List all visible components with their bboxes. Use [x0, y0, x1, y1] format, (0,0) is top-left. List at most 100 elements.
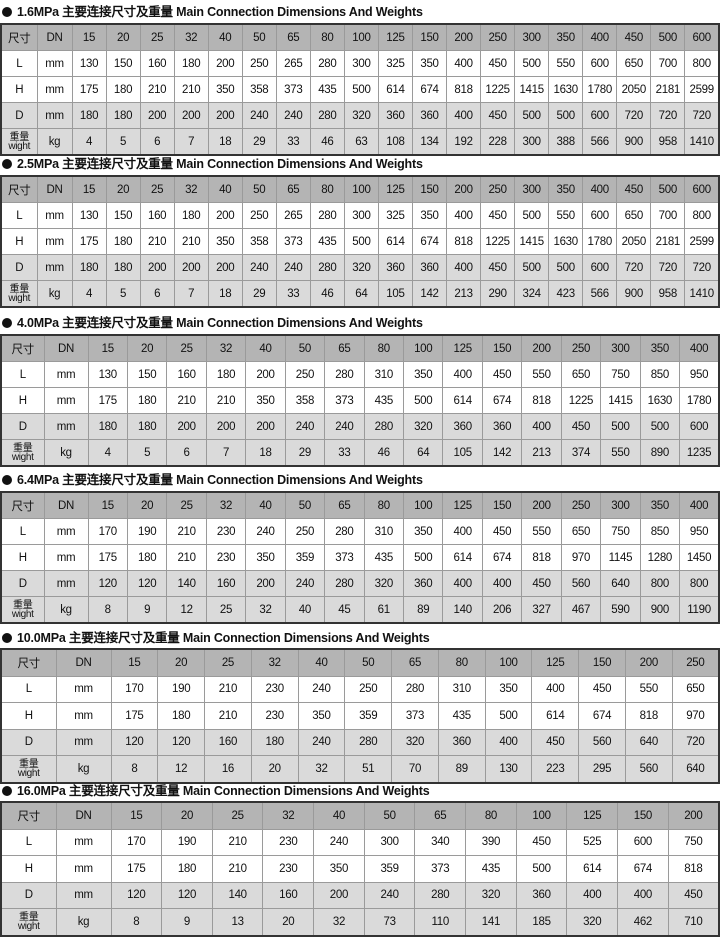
cell: 7 — [173, 128, 209, 156]
cell: 950 — [679, 518, 720, 545]
row-label: D — [0, 413, 45, 440]
cell: 674 — [481, 544, 523, 571]
section-4.0MPa: 4.0MPa 主要连接尺寸及重量 Main Connection Dimensi… — [0, 315, 720, 467]
cell: 1190 — [679, 596, 720, 624]
cell: 180 — [71, 102, 107, 129]
cell: 388 — [548, 128, 584, 156]
cell: 180 — [126, 544, 168, 571]
cell: 2599 — [684, 76, 720, 103]
cell: 750 — [600, 518, 641, 545]
cell: 450 — [531, 728, 580, 756]
cell: 890 — [639, 439, 681, 467]
cell: 295 — [578, 755, 626, 783]
section-title-text: 10.0MPa 主要连接尺寸及重量 Main Connection Dimens… — [17, 631, 430, 645]
cell: 13 — [211, 908, 264, 936]
cell: 450 — [480, 254, 516, 281]
cell: 200 — [173, 102, 209, 129]
cell: 358 — [241, 76, 277, 103]
row-label: 尺寸 — [0, 334, 45, 362]
section-title-text: 2.5MPa 主要连接尺寸及重量 Main Connection Dimensi… — [17, 157, 423, 171]
cell: 500 — [484, 702, 533, 730]
unit-label: DN — [36, 23, 73, 51]
cell: 400 — [446, 254, 482, 281]
cell: 240 — [313, 828, 365, 856]
cell: 125 — [442, 491, 483, 519]
unit-label: mm — [43, 413, 89, 440]
cell: 350 — [313, 855, 365, 883]
cell: 200 — [667, 801, 720, 830]
cell: 80 — [363, 334, 405, 362]
section-6.4MPa: 6.4MPa 主要连接尺寸及重量 Main Connection Dimensi… — [0, 472, 720, 624]
dimensions-table: 尺寸 DN 15 20 25 32 40 50 65 80 100 125 150 200 250 300 35… — [0, 175, 720, 308]
cell: 32 — [245, 596, 286, 624]
cell: 600 — [582, 202, 618, 229]
cell: 7 — [173, 280, 209, 308]
cell: 320 — [363, 570, 405, 597]
cell: 359 — [363, 855, 416, 883]
row-label: L — [0, 202, 38, 229]
cell: 310 — [363, 361, 405, 388]
cell: 720 — [671, 728, 720, 756]
cell: 374 — [560, 439, 602, 467]
cell: 462 — [617, 908, 669, 936]
cell: 750 — [667, 828, 720, 856]
cell: 550 — [624, 675, 673, 703]
cell: 400 — [446, 50, 482, 77]
cell: 32 — [250, 648, 299, 677]
unit-label: mm — [36, 50, 73, 77]
cell: 350 — [639, 491, 681, 519]
row-weight: 重量 wight kg 4 5 6 7 18 29 33 46 63 108 134 192 228 300 38… — [0, 128, 720, 156]
unit-label: mm — [55, 855, 112, 883]
cell: 25 — [211, 801, 264, 830]
cell: 9 — [126, 596, 168, 624]
cell: 32 — [297, 755, 346, 783]
cell: 40 — [245, 491, 286, 519]
cell: 210 — [173, 228, 209, 255]
unit-label: DN — [43, 334, 89, 362]
cell: 750 — [600, 361, 641, 388]
cell: 175 — [110, 855, 163, 883]
cell: 240 — [241, 254, 277, 281]
row-label: 重量 wight — [0, 755, 57, 783]
cell: 450 — [480, 50, 516, 77]
cell: 192 — [446, 128, 482, 156]
cell: 200 — [207, 50, 243, 77]
cell: 674 — [578, 702, 626, 730]
cell: 100 — [343, 23, 379, 51]
cell: 1235 — [679, 439, 720, 467]
cell: 20 — [105, 175, 141, 203]
section-title-text: 6.4MPa 主要连接尺寸及重量 Main Connection Dimensi… — [17, 473, 423, 487]
cell: 40 — [207, 175, 243, 203]
cell: 40 — [284, 596, 326, 624]
cell: 15 — [87, 491, 128, 519]
cell: 180 — [173, 50, 209, 77]
cell: 1450 — [679, 544, 720, 571]
cell: 213 — [521, 439, 562, 467]
unit-label: mm — [36, 228, 73, 255]
cell: 360 — [437, 728, 486, 756]
cell: 325 — [377, 50, 413, 77]
section-1.6MPa: 1.6MPa 主要连接尺寸及重量 Main Connection Dimensi… — [0, 4, 720, 156]
cell: 1415 — [514, 228, 550, 255]
cell: 180 — [105, 102, 141, 129]
cell: 400 — [531, 675, 580, 703]
row-label: 重量 wight — [0, 439, 45, 467]
cell: 590 — [600, 596, 641, 624]
cell: 358 — [241, 228, 277, 255]
row-label: 尺寸 — [0, 648, 57, 677]
cell: 300 — [514, 175, 550, 203]
cell: 240 — [324, 413, 365, 440]
cell: 210 — [205, 387, 247, 414]
cell: 600 — [582, 50, 618, 77]
cell: 320 — [391, 728, 439, 756]
row-label: D — [0, 254, 38, 281]
weight-label-en: wight — [8, 140, 31, 152]
cell: 65 — [275, 175, 311, 203]
cell: 240 — [284, 570, 326, 597]
cell: 280 — [309, 102, 345, 129]
cell: 180 — [250, 728, 299, 756]
bullet-icon — [2, 786, 12, 796]
cell: 1630 — [639, 387, 681, 414]
cell: 100 — [515, 801, 568, 830]
